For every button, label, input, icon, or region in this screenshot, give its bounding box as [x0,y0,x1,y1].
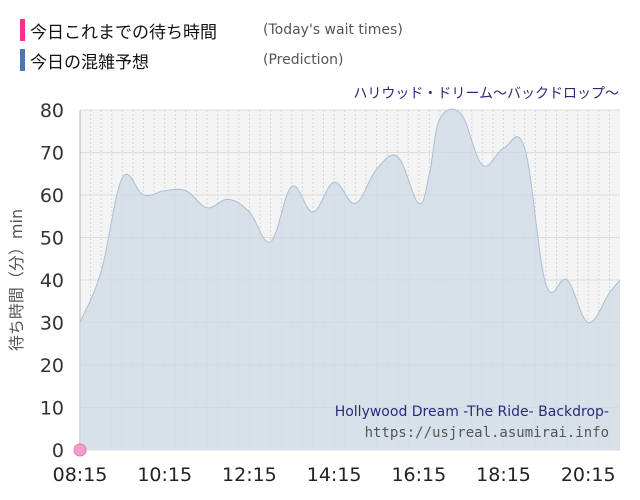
prediction-line [79,108,621,324]
legend-sub-today: (Today's wait times) [263,22,403,38]
x-tick-label: 12:15 [222,464,277,486]
y-axis-ticks: 0 10 20 30 40 50 60 70 80 [40,100,64,462]
legend-label-today: 今日これまでの待ち時間 [30,22,217,43]
y-tick-label: 0 [52,440,64,462]
legend-swatch-prediction [20,49,25,71]
prediction-area [80,109,620,450]
y-tick-label: 70 [40,143,64,165]
y-axis-label: 待ち時間（分）min [7,209,26,351]
legend-sub-prediction: (Prediction) [263,52,344,68]
x-tick-label: 18:15 [476,464,531,486]
y-tick-label: 20 [40,355,64,377]
attraction-name-jp: ハリウッド・ドリーム〜バックドロップ〜 [353,86,619,102]
y-tick-label: 40 [40,270,64,292]
attraction-name-en: Hollywood Dream -The Ride- Backdrop- [335,404,609,420]
y-tick-label: 60 [40,185,64,207]
today-series [73,443,87,457]
x-tick-label: 14:15 [307,464,362,486]
source-url: https://usjreal.asumirai.info [365,425,609,441]
legend-item-today: 今日これまでの待ち時間 (Today's wait times) [20,19,403,43]
y-tick-label: 50 [40,228,64,250]
y-tick-label: 10 [40,398,64,420]
legend-label-prediction: 今日の混雑予想 [30,52,149,73]
y-tick-label: 30 [40,313,64,335]
legend-swatch-today [20,19,25,41]
x-tick-label: 16:15 [391,464,446,486]
x-axis-ticks: 08:15 10:15 12:15 14:15 16:15 18:15 20:15 [53,464,616,486]
x-tick-label: 08:15 [53,464,108,486]
y-tick-label: 80 [40,100,64,122]
x-tick-label: 20:15 [561,464,616,486]
x-tick-label: 10:15 [137,464,192,486]
legend-item-prediction: 今日の混雑予想 (Prediction) [20,49,344,73]
prediction-series [79,108,621,450]
today-point [73,443,87,457]
